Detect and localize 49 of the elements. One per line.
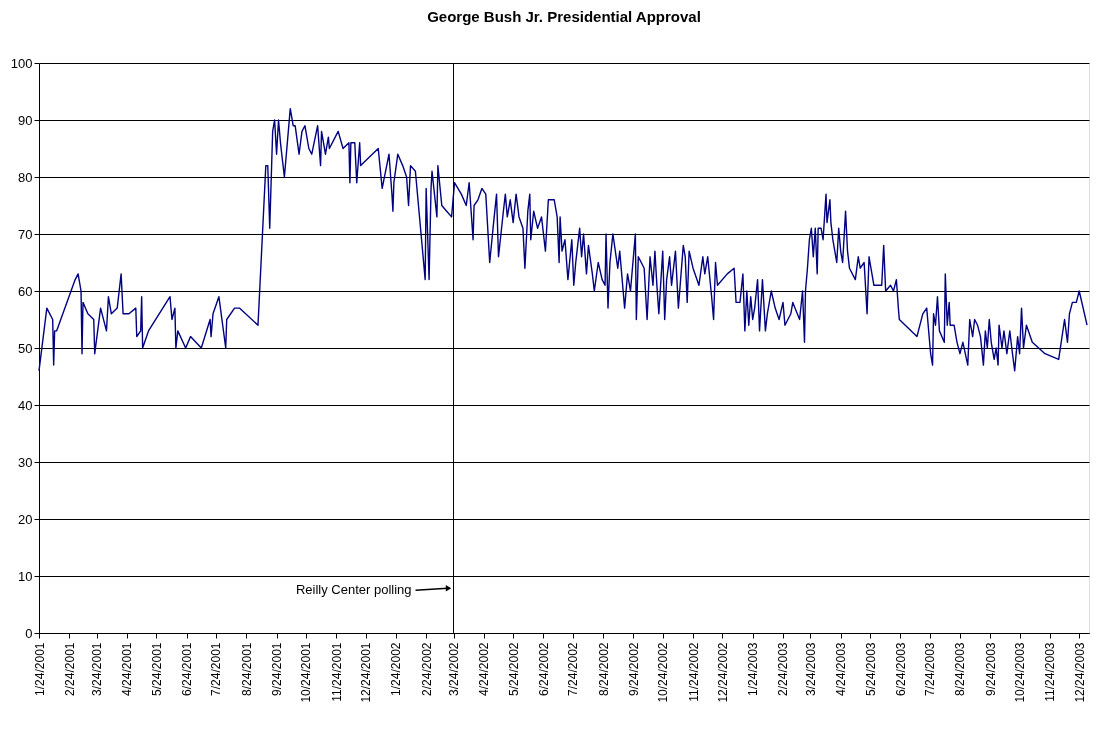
x-tick-label: 4/24/2001 <box>120 642 135 696</box>
x-tick-label: 7/24/2002 <box>566 642 581 696</box>
x-tick-label: 11/24/2003 <box>1043 642 1058 702</box>
y-tick-label: 80 <box>18 169 33 185</box>
x-tick-label: 1/24/2002 <box>389 642 404 696</box>
y-tick-label: 30 <box>18 454 33 470</box>
x-tick-label: 9/24/2001 <box>270 642 285 696</box>
x-tick-label: 2/24/2003 <box>776 642 791 696</box>
x-tick-label: 12/24/2002 <box>715 642 730 703</box>
x-tick-label: 1/24/2001 <box>32 642 47 696</box>
y-tick-label: 40 <box>18 397 33 413</box>
x-tick-label: 6/24/2003 <box>893 642 908 696</box>
x-tick-label: 8/24/2001 <box>239 642 254 696</box>
ref-line-label: Reilly Center polling <box>295 582 412 598</box>
x-tick-label: 8/24/2002 <box>596 642 611 696</box>
x-tick-label: 9/24/2003 <box>983 642 998 696</box>
x-tick-label: 10/24/2001 <box>299 642 314 703</box>
x-tick-label: 6/24/2002 <box>536 642 551 696</box>
x-tick-label: 7/24/2003 <box>923 642 938 696</box>
y-tick-label: 70 <box>18 226 33 242</box>
y-tick-label: 20 <box>18 511 33 527</box>
x-tick-label: 9/24/2002 <box>626 642 641 696</box>
x-tick-label: 6/24/2001 <box>180 642 195 696</box>
x-tick-label: 10/24/2003 <box>1013 642 1028 703</box>
x-tick-label: 3/24/2003 <box>803 642 818 696</box>
x-tick-label: 5/24/2003 <box>863 642 878 696</box>
y-tick-label: 90 <box>18 112 33 128</box>
x-tick-label: 8/24/2003 <box>953 642 968 696</box>
x-tick-label: 12/24/2001 <box>359 642 374 703</box>
x-tick-label: 3/24/2001 <box>90 642 105 696</box>
x-tick-label: 2/24/2001 <box>62 642 77 696</box>
x-tick-label: 2/24/2002 <box>419 642 434 696</box>
x-tick-label: 7/24/2001 <box>209 642 224 696</box>
y-tick-label: 10 <box>18 568 33 584</box>
y-tick-label: 0 <box>25 625 33 641</box>
x-tick-label: 5/24/2001 <box>149 642 164 696</box>
x-tick-label: 11/24/2002 <box>686 642 701 702</box>
x-tick-label: 3/24/2002 <box>447 642 462 696</box>
x-tick-label: 10/24/2002 <box>656 642 671 703</box>
chart-title: George Bush Jr. Presidential Approval <box>427 8 701 25</box>
x-tick-label: 4/24/2003 <box>834 642 849 696</box>
x-tick-label: 5/24/2002 <box>506 642 521 696</box>
y-tick-label: 100 <box>10 55 33 71</box>
y-tick-label: 60 <box>18 283 33 299</box>
x-tick-label: 1/24/2003 <box>746 642 761 696</box>
x-tick-label: 12/24/2003 <box>1072 642 1087 703</box>
y-tick-label: 50 <box>18 340 33 356</box>
x-tick-label: 11/24/2001 <box>329 642 344 702</box>
x-tick-label: 4/24/2002 <box>477 642 492 696</box>
